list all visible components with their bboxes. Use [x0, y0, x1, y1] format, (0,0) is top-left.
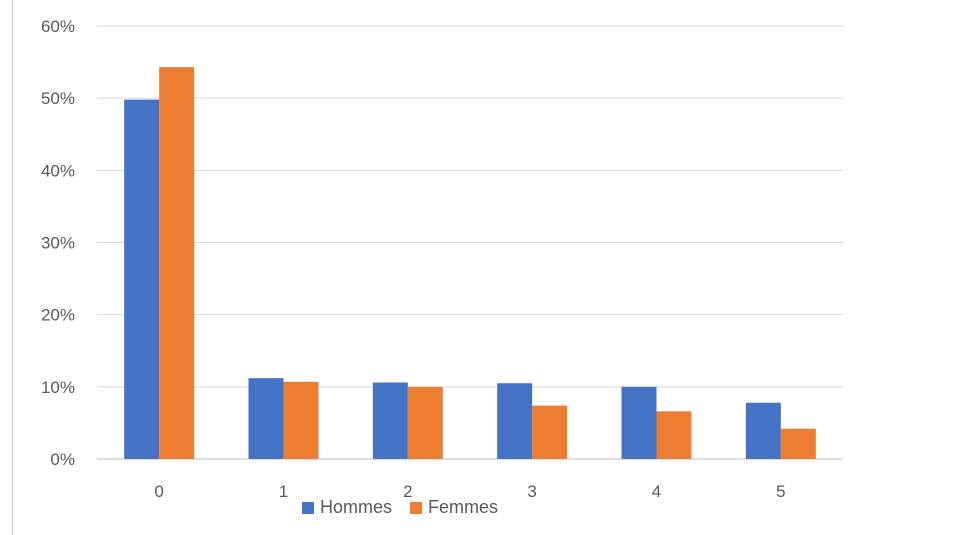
bar-hommes-2: [372, 382, 408, 459]
legend-label-femmes: Femmes: [428, 497, 499, 517]
y-tick-label: 10%: [41, 378, 75, 397]
bar-hommes-1: [248, 378, 284, 459]
legend-item-femmes: Femmes: [410, 497, 498, 518]
bar-hommes-3: [497, 383, 533, 459]
x-tick-label: 0: [154, 482, 163, 501]
left-border-line: [12, 0, 13, 535]
bar-femmes-4: [656, 411, 692, 459]
bar-femmes-2: [407, 386, 443, 459]
y-tick-label: 30%: [41, 234, 75, 253]
y-axis-ticks: 0% 10% 20% 30% 40% 50% 60%: [41, 17, 75, 469]
bar-femmes-1: [283, 381, 319, 459]
legend-swatch-hommes: [302, 501, 314, 514]
bar-femmes-5: [780, 428, 816, 459]
gridlines: [97, 25, 843, 460]
x-tick-label: 4: [652, 482, 661, 501]
y-tick-label: 50%: [41, 89, 75, 108]
y-tick-label: 20%: [41, 306, 75, 325]
bar-femmes-3: [532, 405, 568, 459]
legend: Hommes Femmes: [302, 497, 498, 518]
y-tick-label: 0%: [50, 450, 75, 469]
legend-label-hommes: Hommes: [320, 497, 393, 517]
y-tick-label: 60%: [41, 17, 75, 36]
bar-femmes-0: [159, 67, 195, 459]
x-tick-label: 2: [403, 482, 412, 501]
bars: [124, 67, 816, 460]
legend-swatch-femmes: [410, 501, 423, 514]
bar-hommes-4: [621, 386, 657, 459]
x-tick-label: 1: [279, 482, 288, 501]
y-tick-label: 40%: [41, 161, 75, 180]
legend-item-hommes: Hommes: [302, 497, 392, 518]
bar-hommes-0: [124, 99, 160, 460]
x-axis-ticks: 0 1 2 3 4 5: [154, 482, 785, 501]
x-tick-label: 5: [776, 482, 785, 501]
bar-hommes-5: [745, 402, 781, 459]
x-tick-label: 3: [527, 482, 536, 501]
